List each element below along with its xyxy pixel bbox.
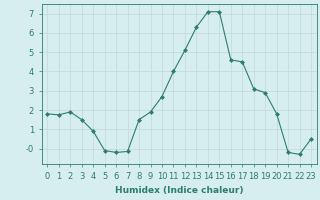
X-axis label: Humidex (Indice chaleur): Humidex (Indice chaleur)	[115, 186, 244, 195]
